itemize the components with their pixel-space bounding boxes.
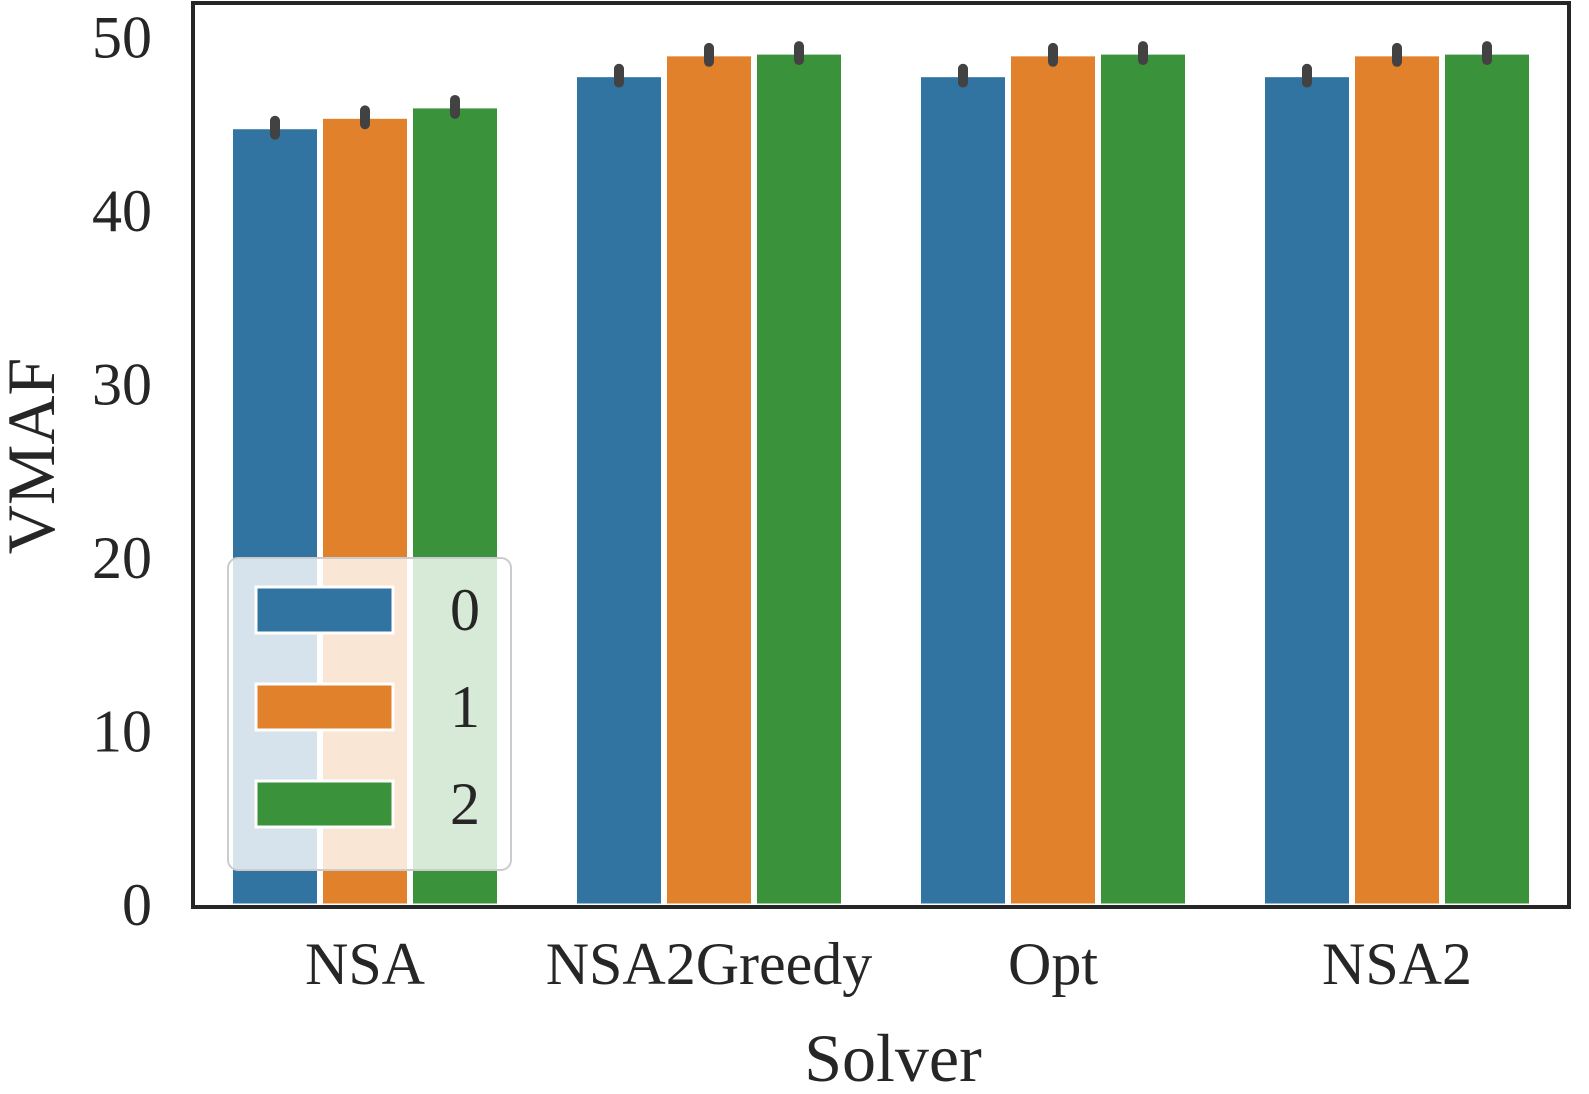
bar-nsa2greedy-series-1: [664, 53, 754, 907]
legend-label-1: 1: [450, 674, 480, 740]
legend-swatch-0: [254, 585, 395, 635]
y-tick-label-40: 40: [92, 178, 152, 244]
bar-nsa2-series-0: [1262, 74, 1352, 907]
y-tick-label-30: 30: [92, 352, 152, 418]
y-tick-label-10: 10: [92, 699, 152, 765]
legend: 0 1 2: [227, 557, 512, 871]
y-axis-ticks: 0 10 20 30 40 50: [92, 5, 152, 939]
y-tick-label-20: 20: [92, 525, 152, 591]
x-axis-title: Solver: [804, 1020, 982, 1094]
y-axis-title: VMAF: [0, 358, 69, 555]
x-tick-label-nsa2: NSA2: [1322, 931, 1472, 997]
legend-label-0: 0: [450, 577, 480, 643]
legend-swatch-1: [254, 682, 395, 732]
bar-nsa2greedy-series-2: [754, 51, 844, 907]
x-axis-ticks: NSA NSA2Greedy Opt NSA2: [305, 931, 1472, 997]
bar-nsa2greedy-series-0: [574, 74, 664, 907]
bar-nsa2-series-2: [1442, 51, 1532, 907]
x-tick-label-nsa: NSA: [305, 931, 425, 997]
y-tick-label-50: 50: [92, 5, 152, 71]
y-tick-label-0: 0: [122, 872, 152, 938]
bar-nsa2-series-1: [1352, 53, 1442, 907]
legend-items: 0 1 2: [254, 577, 480, 837]
x-tick-label-opt: Opt: [1008, 931, 1098, 997]
x-tick-label-nsa2greedy: NSA2Greedy: [546, 931, 873, 997]
bar-opt-series-1: [1008, 53, 1098, 907]
plot-frame: [191, 1, 1571, 909]
bar-opt-series-2: [1098, 51, 1188, 907]
legend-swatch-2: [254, 779, 395, 829]
bar-opt-series-0: [918, 74, 1008, 907]
legend-label-2: 2: [450, 771, 480, 837]
error-bars-layer: [270, 41, 1492, 140]
